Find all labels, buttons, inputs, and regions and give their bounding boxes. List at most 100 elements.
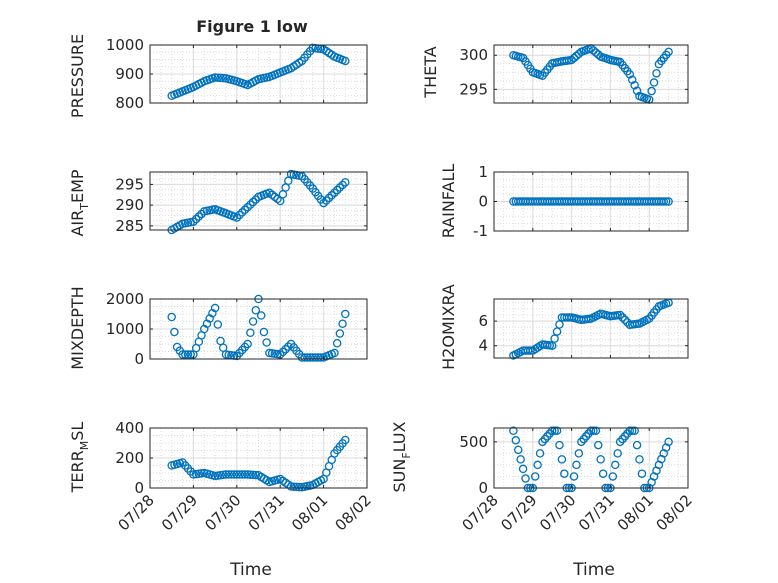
axes-mixdepth: 0 1000 2000	[106, 290, 368, 368]
axes-box	[149, 171, 368, 231]
data-point	[335, 329, 345, 338]
xlabel-right: Time	[572, 560, 615, 580]
data-point	[611, 460, 620, 470]
data-point	[550, 426, 559, 436]
data-point	[251, 305, 261, 315]
data-point	[281, 344, 290, 354]
x-tick-label: 07/28	[459, 491, 502, 534]
data-point	[579, 434, 588, 444]
data-point	[620, 315, 630, 325]
ylabel-air-temp: AIRTEMP	[68, 169, 91, 236]
data-point	[243, 202, 252, 212]
data-point	[189, 217, 198, 226]
data-point	[509, 426, 518, 436]
data-point	[627, 75, 637, 85]
data-point	[586, 426, 596, 436]
data-point	[557, 455, 567, 464]
y-tick-label: 295	[459, 80, 488, 98]
data-point	[649, 78, 659, 87]
xlabel-left: Time	[229, 560, 272, 580]
data-point	[615, 310, 625, 320]
y-tick-label: 0	[134, 350, 144, 368]
x-tick-label: 08/02	[653, 491, 696, 534]
data-point	[543, 432, 552, 441]
data-point	[659, 197, 669, 206]
data-point	[613, 449, 622, 458]
data-point	[538, 437, 547, 447]
ylabel-terr-msl-main: TERR	[68, 450, 87, 493]
data-point	[308, 353, 317, 362]
data-point	[652, 69, 661, 78]
data-point	[341, 56, 350, 66]
data-point	[251, 470, 261, 480]
data-point	[213, 73, 223, 82]
data-point	[567, 55, 576, 65]
data-point	[335, 183, 345, 192]
y-tick-label: 500	[459, 433, 488, 451]
data-point	[615, 437, 625, 447]
data-point	[664, 437, 673, 447]
data-point	[560, 469, 569, 478]
x-tick-label: 08/01	[614, 491, 657, 534]
data-point	[518, 464, 528, 474]
x-tick-label: 07/31	[575, 491, 618, 534]
data-point	[248, 197, 258, 207]
data-point	[216, 73, 225, 83]
data-point	[647, 86, 656, 96]
data-point	[569, 472, 579, 481]
data-point	[661, 197, 671, 206]
data-point	[246, 200, 255, 209]
data-point	[262, 338, 271, 347]
y-tick-label: 0	[134, 479, 144, 497]
data-point	[530, 472, 540, 481]
axes-box	[493, 427, 689, 489]
data-point	[300, 353, 309, 362]
data-point	[248, 470, 258, 480]
y-tick-label: 295	[115, 175, 144, 193]
axes-h2omixra: 46	[478, 298, 689, 360]
axes-pressure: 800 900 1000	[106, 36, 368, 112]
data-point	[589, 46, 598, 55]
data-point	[514, 445, 523, 455]
data-point	[332, 185, 342, 195]
axes-box	[493, 298, 689, 359]
ylabel-air-temp-sub: T	[78, 203, 91, 211]
axes-box	[493, 44, 689, 104]
data-point	[620, 432, 630, 441]
axes-air_temp: 285 290 295	[115, 169, 368, 235]
data-point	[574, 449, 584, 458]
data-point	[294, 482, 304, 492]
data-point	[625, 70, 635, 79]
data-point	[664, 197, 673, 206]
y-tick-label: 800	[115, 94, 144, 112]
data-point	[596, 455, 605, 464]
ylabel-terr-msl: TERRMSL	[68, 422, 91, 494]
ylabel-terr-msl-rest: SL	[68, 422, 87, 441]
data-point	[341, 178, 350, 187]
data-point	[186, 350, 195, 359]
data-point	[227, 470, 236, 479]
data-point	[305, 353, 315, 362]
data-point	[259, 327, 269, 337]
data-point	[183, 350, 193, 359]
ylabel-terr-msl-sub: M	[78, 441, 91, 451]
y-tick-label: 1000	[106, 36, 144, 54]
data-point	[637, 469, 647, 478]
data-point	[547, 426, 557, 436]
ylabel-sun-flux-rest: LUX	[390, 421, 409, 452]
data-point	[256, 311, 266, 320]
data-point	[178, 350, 187, 359]
ylabel-pressure: PRESSURE	[68, 34, 87, 118]
y-tick-label: 4	[478, 337, 488, 355]
data-point	[240, 470, 250, 479]
x-tick-label: 07/28	[115, 491, 158, 534]
data-point	[533, 460, 542, 470]
data-point	[330, 348, 339, 358]
data-point	[240, 205, 250, 215]
data-point	[235, 470, 244, 479]
y-tick-label: 300	[459, 46, 488, 64]
data-point	[341, 435, 350, 445]
data-point	[598, 469, 608, 478]
data-point	[278, 347, 288, 357]
data-point	[243, 470, 252, 479]
